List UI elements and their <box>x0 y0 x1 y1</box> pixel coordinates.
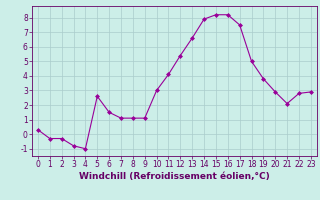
X-axis label: Windchill (Refroidissement éolien,°C): Windchill (Refroidissement éolien,°C) <box>79 172 270 181</box>
